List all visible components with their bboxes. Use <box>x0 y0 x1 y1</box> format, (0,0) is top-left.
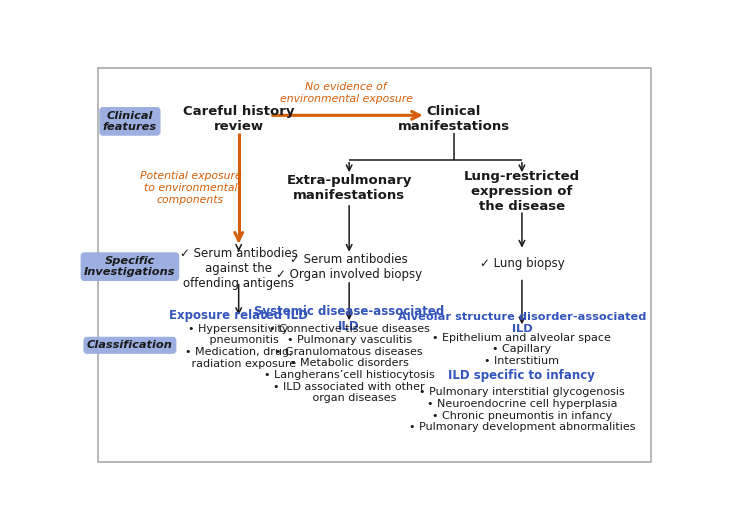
Text: • Connective tissue diseases
• Pulmonary vasculitis
• Granulomatous diseases
• M: • Connective tissue diseases • Pulmonary… <box>264 324 434 403</box>
FancyBboxPatch shape <box>98 68 651 462</box>
Text: Lung-restricted
expression of
the disease: Lung-restricted expression of the diseas… <box>464 170 580 213</box>
Text: • Hypersensitivity
   pneumonitis
• Medication, drug,
   radiation exposure: • Hypersensitivity pneumonitis • Medicat… <box>181 324 296 368</box>
Text: Clinical
manifestations: Clinical manifestations <box>398 105 510 134</box>
Text: ✓ Serum antibodies
✓ Organ involved biopsy: ✓ Serum antibodies ✓ Organ involved biop… <box>276 253 423 281</box>
Text: No evidence of
environmental exposure: No evidence of environmental exposure <box>280 82 413 104</box>
Text: ✓ Serum antibodies
against the
offending antigens: ✓ Serum antibodies against the offending… <box>180 247 298 290</box>
Text: Specific
Investigations: Specific Investigations <box>84 256 175 277</box>
Text: Extra-pulmonary
manifestations: Extra-pulmonary manifestations <box>287 174 412 202</box>
Text: Careful history
review: Careful history review <box>183 105 295 134</box>
Text: ✓ Lung biopsy: ✓ Lung biopsy <box>480 257 564 270</box>
Text: Exposure related ILD: Exposure related ILD <box>170 309 308 322</box>
Text: • Epithelium and alveolar space
• Capillary
• Interstitium: • Epithelium and alveolar space • Capill… <box>433 333 611 366</box>
Text: Clinical
features: Clinical features <box>103 111 157 132</box>
Text: ILD specific to infancy: ILD specific to infancy <box>449 369 595 382</box>
Text: Classification: Classification <box>87 340 173 351</box>
Text: Systemic disease-associated
ILD: Systemic disease-associated ILD <box>254 305 444 333</box>
Text: • Pulmonary interstitial glycogenosis
• Neuroendocrine cell hyperplasia
• Chroni: • Pulmonary interstitial glycogenosis • … <box>409 387 635 432</box>
Text: Potential exposure
to environmental
components: Potential exposure to environmental comp… <box>140 171 241 204</box>
Text: Alveolar structure disorder-associated
ILD: Alveolar structure disorder-associated I… <box>398 312 646 334</box>
